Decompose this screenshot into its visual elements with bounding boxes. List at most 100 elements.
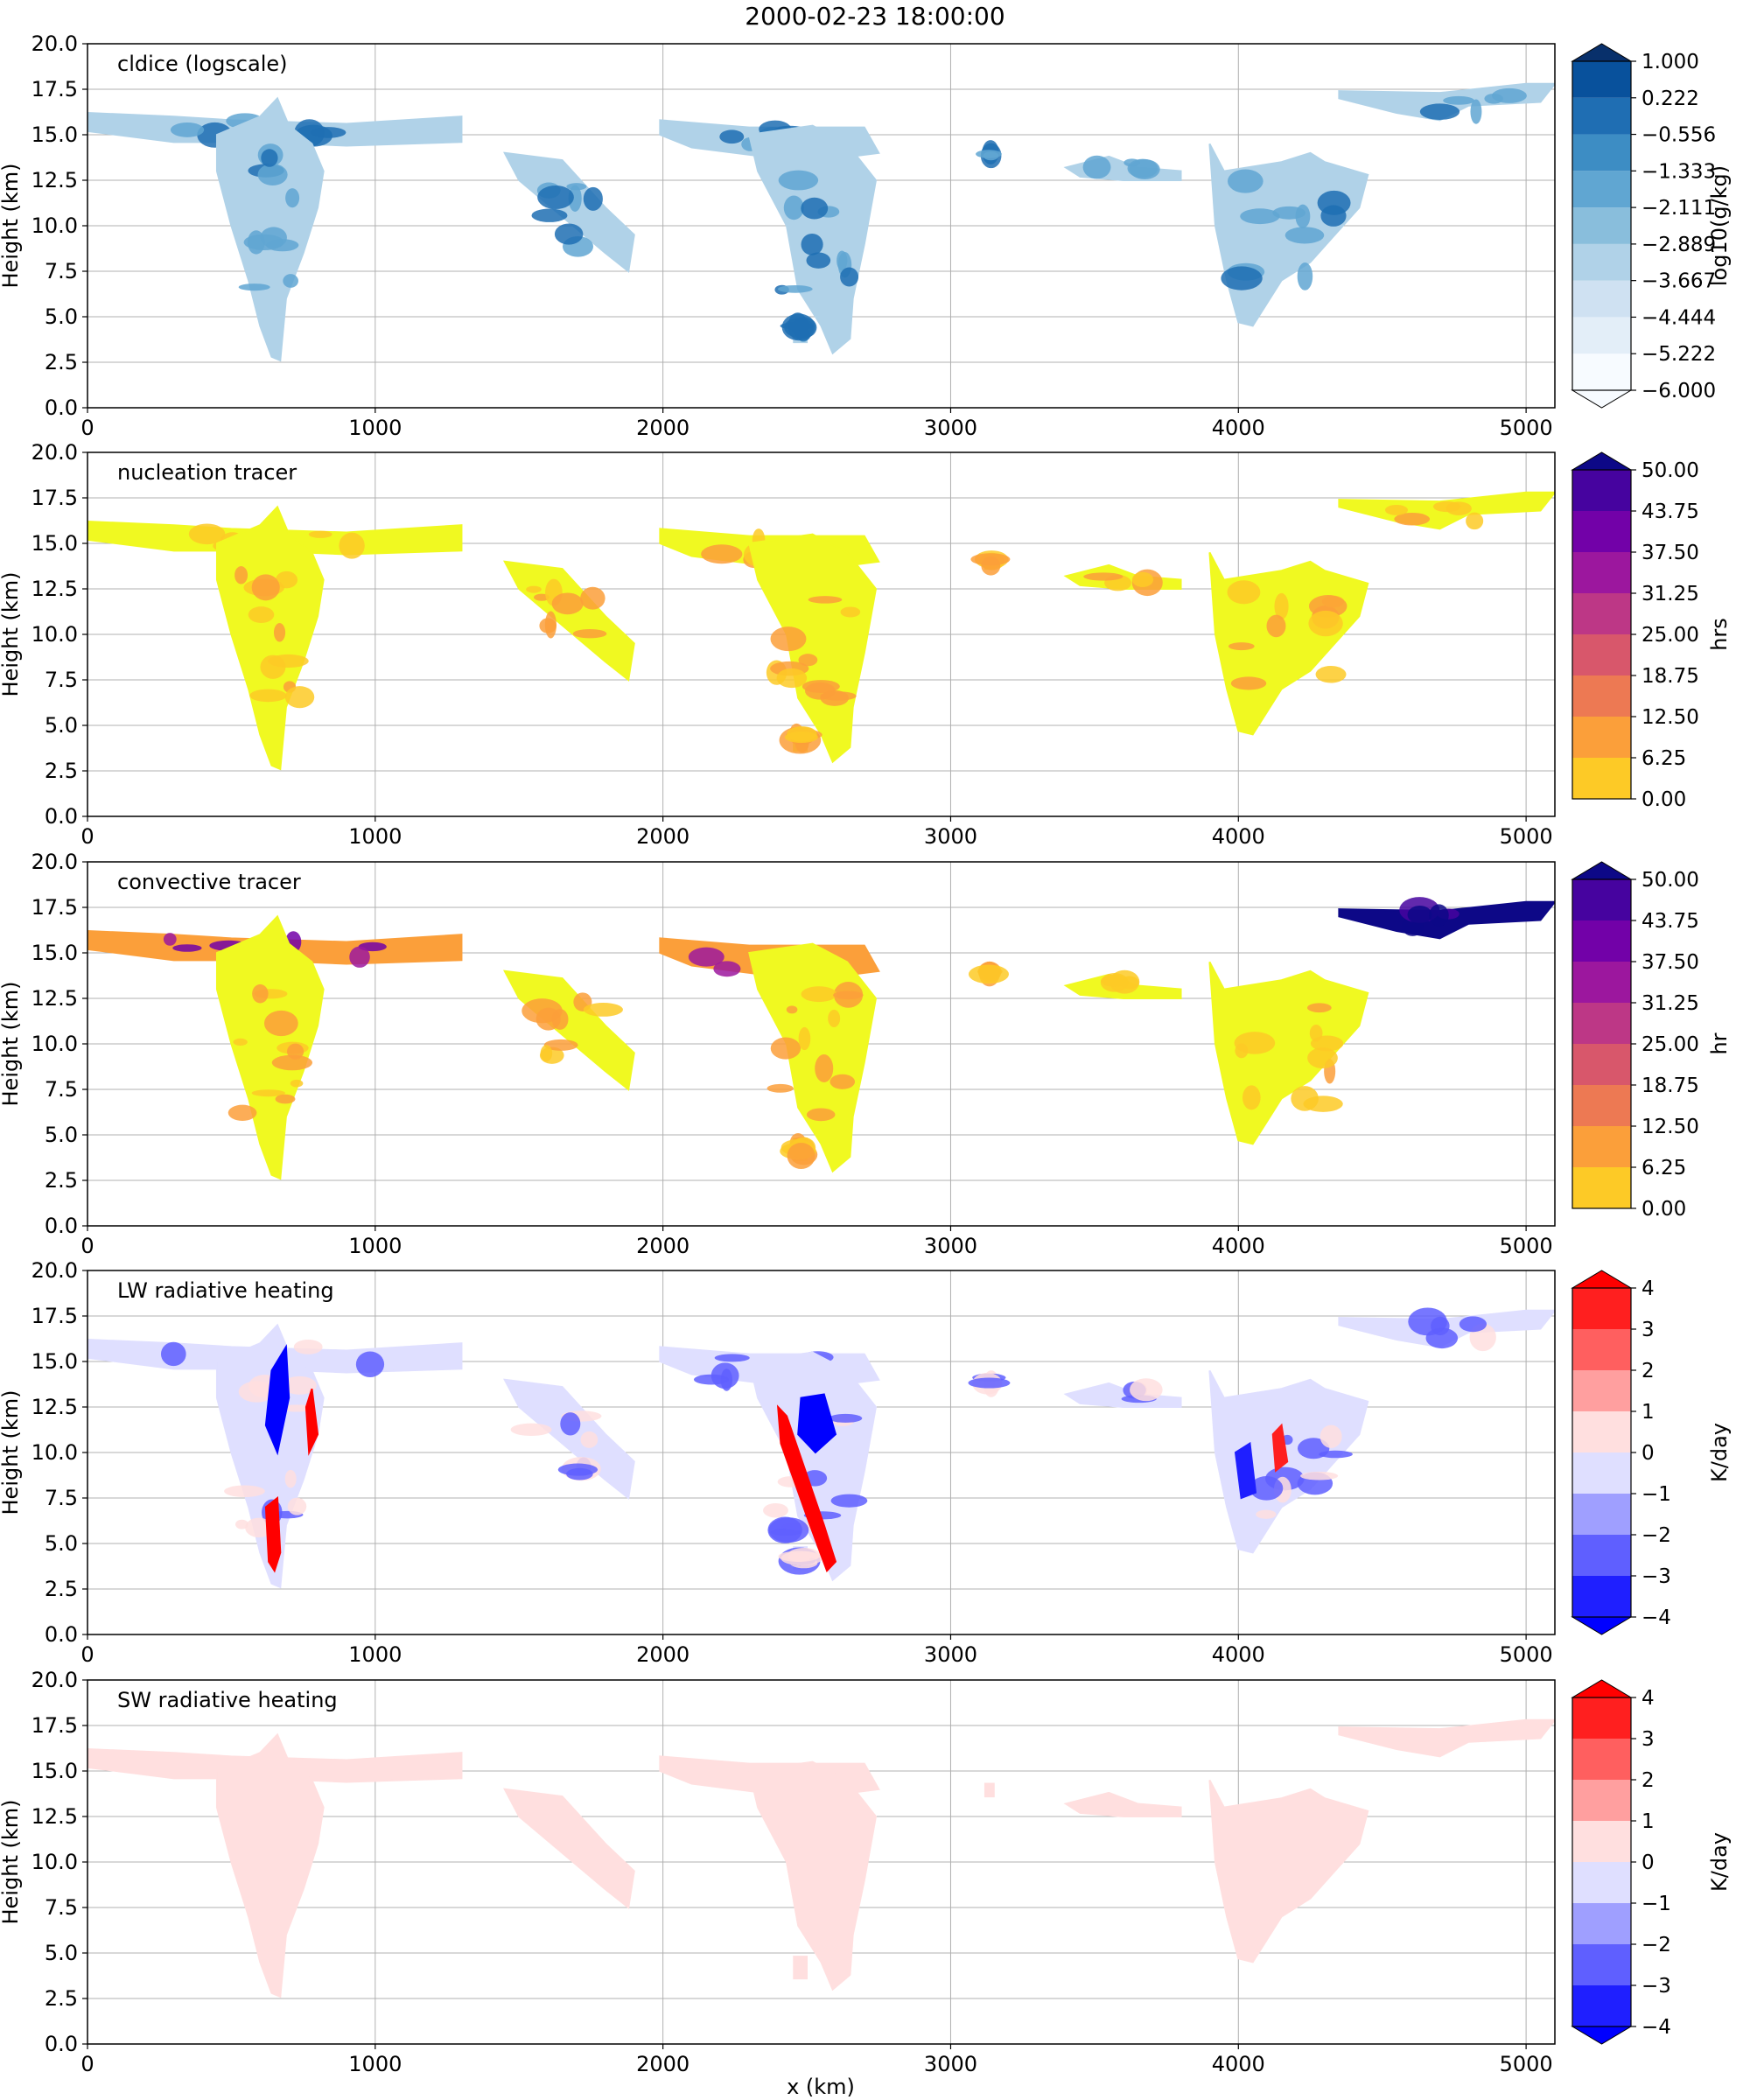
cloud-texture [551,592,584,615]
colorbar-segment [1572,1821,1631,1862]
colorbar: 0.00 6.25 12.50 18.75 25.00 31.25 37.50 43.75 50… [1571,452,1732,811]
cloud-texture [284,686,315,709]
cloud-texture [252,984,269,1004]
colorbar-segment [1572,1003,1631,1044]
colorbar-tick-label: 1 [1642,1401,1655,1424]
colorbar-segment [1572,280,1631,318]
colorbar-tick-label: 25.00 [1642,1033,1699,1056]
colorbar-tick-label: −1 [1642,1893,1671,1915]
colorbar: −4 −3 −2 −1 0 1 2 3 4 K/day [1571,1679,1732,2045]
colorbar-extend-max [1571,1679,1633,1698]
cloud-texture [580,586,606,610]
colorbar-segment [1572,354,1631,390]
cloud-texture [1308,595,1348,618]
x-tick-label: 4000 [1212,824,1265,849]
colorbar-segment [1572,1452,1631,1494]
colorbar-segment [1572,1576,1631,1617]
y-tick-label: 7.5 [45,1077,78,1102]
cloud-mid-1 [503,1788,635,1909]
y-tick-label: 0.0 [45,2032,78,2056]
colorbar-segment [1572,317,1631,354]
colorbar-segment [1572,1944,1631,1985]
cloud-texture [798,654,818,667]
colorbar-tick-label: 25.00 [1642,624,1699,647]
y-tick-label: 20.0 [32,1668,78,1692]
cloud-texture [287,1497,307,1516]
cloud-texture [566,183,587,191]
cloud-texture [349,946,370,968]
y-tick-label: 20.0 [32,1258,78,1283]
cloud-texture [808,596,843,604]
y-tick-label: 5.0 [45,1123,78,1147]
cloud-texture [830,1494,868,1508]
field [88,1718,1555,1998]
x-tick-label: 1000 [348,1234,402,1258]
cloud-texture [801,986,837,1003]
colorbar-tick-label: 6.25 [1642,747,1686,770]
cloud-texture [355,1351,385,1377]
colorbar-label: hr [1707,1032,1732,1054]
x-tick-label: 1000 [348,1642,402,1667]
colorbar: −4 −3 −2 −1 0 1 2 3 4 K/day [1571,1270,1732,1635]
colorbar-label: K/day [1707,1423,1732,1482]
cloud-texture [829,1413,863,1423]
cloud-texture [1130,1378,1163,1402]
colorbar-segment [1572,171,1631,208]
colorbar-segment [1572,962,1631,1003]
cloud-texture [701,544,743,564]
cloud-texture [170,122,205,137]
cloud-texture [787,1143,816,1169]
cloud-texture [780,1550,822,1566]
cloud-texture [720,1368,733,1391]
y-tick-label: 0.0 [45,1622,78,1647]
cloud-texture [1131,571,1154,588]
y-tick-label: 15.0 [32,941,78,965]
x-tick-label: 2000 [636,416,690,440]
x-tick-label: 2000 [636,824,690,849]
cloud-core-1 [215,914,325,1180]
panel-title: SW radiative heating [117,1688,338,1712]
cloud-texture [188,523,226,545]
cloud-texture [1227,580,1261,605]
panel-title: nucleation tracer [117,460,297,485]
cloud-texture [770,626,807,652]
y-tick-label: 10.0 [32,1850,78,1874]
cloud-texture [787,726,817,742]
cloud-texture [261,149,278,167]
cloud-texture [1429,904,1449,927]
cloud-texture [1083,572,1124,581]
cloud-texture [714,1354,750,1362]
colorbar-label: K/day [1707,1832,1732,1892]
colorbar-frame [1572,60,1632,391]
colorbar-extend-min [1571,1616,1633,1635]
cloud-texture [285,188,300,208]
cloud-texture [339,532,365,559]
cloud-texture [233,1038,248,1046]
colorbar-segment [1572,676,1631,717]
cloud-texture [1295,204,1311,228]
x-tick-label: 5000 [1500,1642,1553,1667]
colorbar-tick-label: −3 [1642,1975,1671,1998]
colorbar-segment [1572,1862,1631,1903]
colorbar-tick-label: −2 [1642,1524,1671,1547]
cloud-texture [235,1519,248,1530]
y-tick-label: 15.0 [32,122,78,147]
cloud-anvil-3 [1338,1718,1555,1758]
y-tick-label: 2.5 [45,759,78,783]
colorbar-segment [1572,1288,1631,1329]
cloud-texture [795,329,811,341]
cloud-texture [1129,159,1160,179]
colorbar-tick-label: 37.50 [1642,951,1699,974]
y-tick-label: 20.0 [32,32,78,56]
cloud-texture [260,227,287,248]
colorbar-tick-label: 3 [1642,1728,1655,1751]
colorbar-tick-label: 50.00 [1642,869,1699,892]
colorbar-tick-label: −2.111 [1642,197,1716,220]
cloud-texture [1291,1086,1319,1111]
lw-feature [776,1404,837,1573]
cloud-texture [580,1431,598,1448]
y-tick-label: 17.5 [32,1713,78,1738]
y-tick-label: 15.0 [32,531,78,556]
panel-title: cldice (logscale) [117,52,288,76]
cloud-texture [537,185,574,210]
